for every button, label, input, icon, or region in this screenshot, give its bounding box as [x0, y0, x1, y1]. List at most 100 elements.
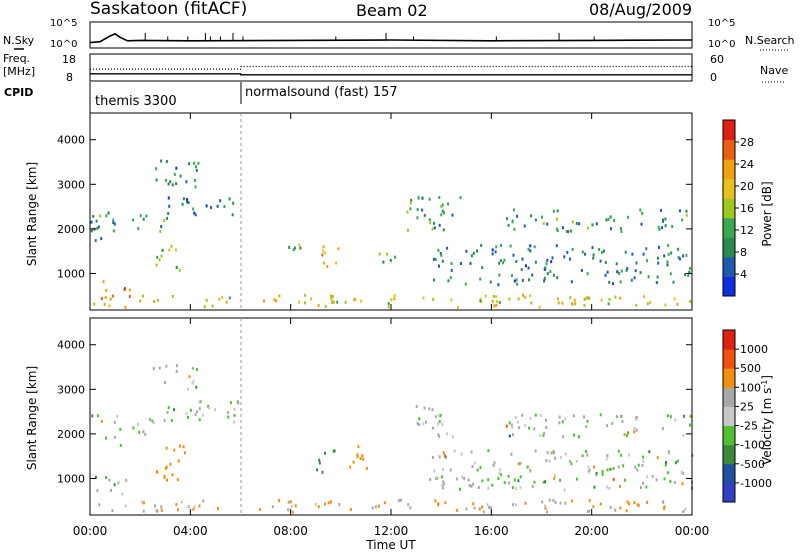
velocity-cell [517, 420, 519, 424]
power-cell [571, 247, 574, 251]
velocity-cell [330, 500, 332, 504]
velocity-cell [617, 465, 620, 469]
velocity-cell [550, 451, 553, 455]
power-cell [170, 244, 173, 248]
velocity-cell [237, 401, 240, 405]
power-cell [561, 301, 564, 305]
velocity-cell [635, 417, 637, 421]
velocity-colorbar-tick-label: 1000 [740, 343, 768, 356]
velocity-cell [620, 453, 623, 457]
velocity-cell [271, 505, 274, 509]
velocity-cell [357, 445, 360, 449]
power-cell [495, 300, 498, 304]
beam-title: Beam 02 [356, 1, 428, 20]
velocity-cell [663, 477, 666, 481]
power-cell [159, 230, 162, 233]
power-cell [516, 214, 519, 218]
power-cell [299, 246, 302, 250]
velocity-cell [561, 420, 564, 424]
velocity-cell [356, 453, 359, 457]
power-cell [666, 260, 669, 264]
velocity-cell [441, 423, 444, 427]
velocity-cell [514, 415, 517, 419]
power-cell [586, 226, 589, 230]
power-cell [450, 298, 453, 302]
power-cell [656, 275, 659, 279]
velocity-cell [628, 502, 630, 506]
velocity-cell [177, 508, 180, 512]
velocity-cell [442, 451, 445, 455]
velocity-cell [207, 404, 210, 408]
velocity-cell [152, 367, 155, 371]
velocity-cell [125, 478, 128, 482]
velocity-cell [436, 422, 439, 426]
power-y-axis: 1000 2000 3000 4000 [57, 134, 692, 280]
velocity-cell [663, 507, 666, 511]
power-cell [99, 214, 102, 218]
power-colorbar-tick-label: 12 [740, 224, 754, 237]
velocity-cell [606, 454, 609, 458]
cpid-segment-1: themis 3300 [95, 94, 177, 109]
power-cell [185, 180, 188, 184]
noise-left-top: 10^5 [50, 18, 77, 29]
power-cell [360, 299, 363, 303]
velocity-cell [169, 462, 172, 466]
power-cell [661, 226, 663, 230]
power-cell [493, 304, 496, 308]
power-cell [624, 250, 627, 254]
velocity-colorbar-swatch [723, 387, 735, 407]
power-cell [678, 257, 681, 261]
power-cell [531, 273, 534, 277]
velocity-cell [542, 480, 545, 484]
power-cell [142, 217, 145, 221]
velocity-cell [515, 487, 518, 491]
velocity-cell [170, 419, 173, 423]
velocity-cell [142, 509, 145, 513]
freq-left-bottom: 8 [66, 71, 73, 84]
velocity-cell [595, 471, 598, 475]
power-cell [165, 178, 167, 182]
velocity-cell [606, 468, 609, 472]
power-cell [641, 211, 644, 215]
velocity-cell [105, 476, 107, 479]
velocity-cell [98, 503, 101, 507]
power-cell [495, 295, 498, 299]
velocity-cell [585, 425, 588, 429]
power-cell [607, 217, 610, 221]
velocity-cell [633, 430, 636, 434]
velocity-cell [553, 476, 556, 480]
power-cell [619, 280, 622, 284]
power-cell [511, 219, 514, 223]
velocity-cell [554, 500, 557, 504]
power-cell [491, 248, 494, 252]
x-tick-label: 12:00 [374, 524, 409, 538]
velocity-cell [499, 468, 502, 472]
power-cell [278, 294, 281, 298]
power-cell [578, 222, 581, 226]
velocity-cell [91, 414, 94, 418]
power-cell [669, 272, 672, 276]
power-cell [513, 208, 516, 212]
power-cell [556, 209, 559, 213]
power-cell [545, 262, 548, 266]
power-cell [139, 214, 142, 218]
power-cell [317, 304, 320, 307]
velocity-cell [543, 504, 546, 508]
power-cell [604, 261, 607, 264]
power-cell [527, 247, 530, 251]
velocity-cell [478, 507, 481, 511]
power-cell [205, 298, 208, 302]
power-cell [555, 244, 558, 248]
velocity-cell [641, 463, 644, 467]
power-cell [223, 205, 226, 208]
velocity-cell [371, 506, 374, 510]
power-cell [500, 243, 503, 247]
velocity-cell [663, 505, 666, 509]
power-cell [619, 296, 622, 300]
velocity-cell [492, 464, 495, 467]
velocity-cell [422, 422, 425, 426]
velocity-cell [399, 498, 402, 502]
nsky-spikes [144, 32, 595, 41]
velocity-cell [593, 465, 595, 469]
velocity-cell [623, 478, 626, 482]
